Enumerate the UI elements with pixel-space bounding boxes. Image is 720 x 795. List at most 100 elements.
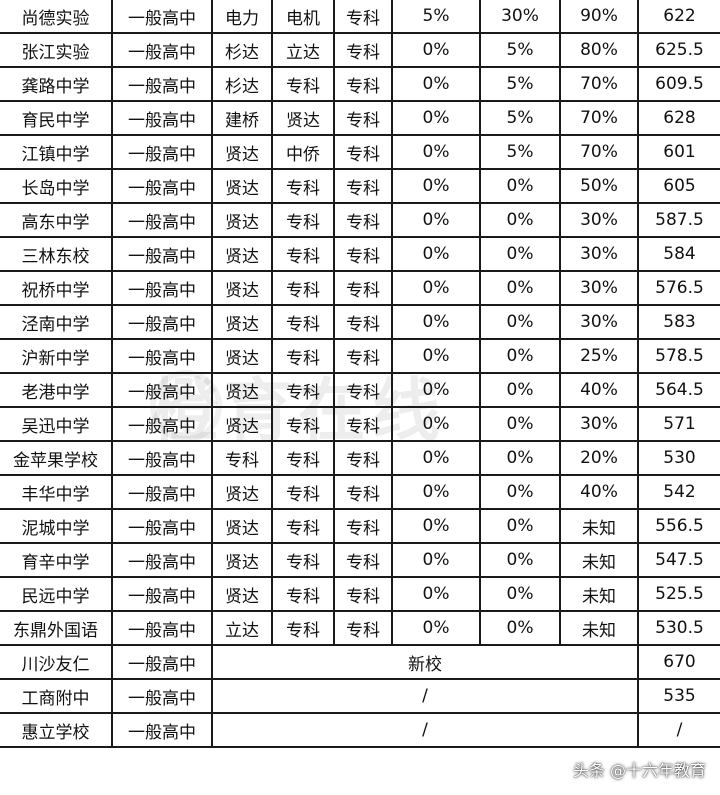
- option-a-cell: 贤达: [211, 474, 273, 510]
- school-name-cell: 东鼎外国语: [0, 610, 113, 646]
- rate-3-cell: 90%: [559, 0, 639, 34]
- option-b-cell: 专科: [271, 610, 335, 646]
- school-name-cell: 尚德实验: [0, 0, 113, 34]
- school-type-cell: 一般高中: [111, 576, 213, 612]
- option-b-cell: 专科: [271, 338, 335, 374]
- option-b-cell: 立达: [271, 32, 335, 68]
- option-c-cell: 专科: [333, 542, 393, 578]
- school-type-cell: 一般高中: [111, 134, 213, 170]
- table-row: 吴迅中学 一般高中 贤达 专科 专科 0% 0% 30% 571: [0, 406, 720, 442]
- rate-3-cell: 30%: [559, 202, 639, 238]
- rate-3-cell: 40%: [559, 474, 639, 510]
- option-c-cell: 专科: [333, 134, 393, 170]
- option-a-cell: 贤达: [211, 304, 273, 340]
- rate-1-cell: 0%: [391, 202, 481, 238]
- rate-3-cell: 80%: [559, 32, 639, 68]
- option-a-cell: 杉达: [211, 32, 273, 68]
- option-a-cell: 贤达: [211, 508, 273, 544]
- rate-2-cell: 0%: [479, 338, 561, 374]
- merged-note-cell: 新校: [211, 644, 639, 680]
- rate-2-cell: 0%: [479, 542, 561, 578]
- school-name-cell: 三林东校: [0, 236, 113, 272]
- option-a-cell: 贤达: [211, 134, 273, 170]
- school-type-cell: 一般高中: [111, 270, 213, 306]
- school-type-cell: 一般高中: [111, 440, 213, 476]
- score-cell: 535: [637, 678, 720, 714]
- table-row: 育民中学 一般高中 建桥 贤达 专科 0% 5% 70% 628: [0, 100, 720, 136]
- rate-3-cell: 30%: [559, 406, 639, 442]
- score-cell: 525.5: [637, 576, 720, 612]
- option-a-cell: 贤达: [211, 236, 273, 272]
- school-type-cell: 一般高中: [111, 678, 213, 714]
- school-type-cell: 一般高中: [111, 712, 213, 748]
- score-cell: 625.5: [637, 32, 720, 68]
- table-row: 川沙友仁 一般高中 新校 670: [0, 644, 720, 680]
- school-name-cell: 吴迅中学: [0, 406, 113, 442]
- school-type-cell: 一般高中: [111, 100, 213, 136]
- rate-1-cell: 0%: [391, 270, 481, 306]
- rate-2-cell: 0%: [479, 202, 561, 238]
- option-a-cell: 贤达: [211, 338, 273, 374]
- rate-1-cell: 0%: [391, 542, 481, 578]
- score-cell: 584: [637, 236, 720, 272]
- school-type-cell: 一般高中: [111, 202, 213, 238]
- score-cell: 556.5: [637, 508, 720, 544]
- rate-1-cell: 0%: [391, 474, 481, 510]
- school-type-cell: 一般高中: [111, 236, 213, 272]
- score-cell: 628: [637, 100, 720, 136]
- school-name-cell: 惠立学校: [0, 712, 113, 748]
- score-cell: 583: [637, 304, 720, 340]
- school-name-cell: 育辛中学: [0, 542, 113, 578]
- school-type-cell: 一般高中: [111, 406, 213, 442]
- option-c-cell: 专科: [333, 168, 393, 204]
- option-a-cell: 贤达: [211, 372, 273, 408]
- table-row: 泥城中学 一般高中 贤达 专科 专科 0% 0% 未知 556.5: [0, 508, 720, 544]
- score-cell: 605: [637, 168, 720, 204]
- option-b-cell: 专科: [271, 576, 335, 612]
- rate-3-cell: 未知: [559, 610, 639, 646]
- rate-3-cell: 50%: [559, 168, 639, 204]
- option-c-cell: 专科: [333, 0, 393, 34]
- option-b-cell: 专科: [271, 542, 335, 578]
- school-name-cell: 老港中学: [0, 372, 113, 408]
- option-a-cell: 贤达: [211, 202, 273, 238]
- school-name-cell: 长岛中学: [0, 168, 113, 204]
- school-name-cell: 祝桥中学: [0, 270, 113, 306]
- rate-1-cell: 0%: [391, 372, 481, 408]
- score-cell: 564.5: [637, 372, 720, 408]
- option-b-cell: 专科: [271, 440, 335, 476]
- table-row: 民远中学 一般高中 贤达 专科 专科 0% 0% 未知 525.5: [0, 576, 720, 612]
- rate-2-cell: 0%: [479, 236, 561, 272]
- score-cell: 587.5: [637, 202, 720, 238]
- table-row: 丰华中学 一般高中 贤达 专科 专科 0% 0% 40% 542: [0, 474, 720, 510]
- option-a-cell: 贤达: [211, 576, 273, 612]
- school-name-cell: 沪新中学: [0, 338, 113, 374]
- source-credit: 头条 @十六年教育: [572, 761, 706, 780]
- school-name-cell: 育民中学: [0, 100, 113, 136]
- school-name-cell: 工商附中: [0, 678, 113, 714]
- rate-1-cell: 0%: [391, 236, 481, 272]
- option-a-cell: 电力: [211, 0, 273, 34]
- rate-1-cell: 0%: [391, 610, 481, 646]
- school-name-cell: 泥城中学: [0, 508, 113, 544]
- score-cell: /: [637, 712, 720, 748]
- option-c-cell: 专科: [333, 576, 393, 612]
- option-a-cell: 贤达: [211, 270, 273, 306]
- option-c-cell: 专科: [333, 270, 393, 306]
- table-row: 东鼎外国语 一般高中 立达 专科 专科 0% 0% 未知 530.5: [0, 610, 720, 646]
- school-name-cell: 川沙友仁: [0, 644, 113, 680]
- rate-2-cell: 5%: [479, 134, 561, 170]
- rate-2-cell: 30%: [479, 0, 561, 34]
- school-type-cell: 一般高中: [111, 0, 213, 34]
- option-c-cell: 专科: [333, 338, 393, 374]
- rate-3-cell: 70%: [559, 66, 639, 102]
- option-a-cell: 专科: [211, 440, 273, 476]
- school-name-cell: 张江实验: [0, 32, 113, 68]
- option-c-cell: 专科: [333, 236, 393, 272]
- rate-3-cell: 30%: [559, 270, 639, 306]
- option-a-cell: 建桥: [211, 100, 273, 136]
- table-row: 长岛中学 一般高中 贤达 专科 专科 0% 0% 50% 605: [0, 168, 720, 204]
- rate-2-cell: 0%: [479, 474, 561, 510]
- school-name-cell: 丰华中学: [0, 474, 113, 510]
- school-type-cell: 一般高中: [111, 304, 213, 340]
